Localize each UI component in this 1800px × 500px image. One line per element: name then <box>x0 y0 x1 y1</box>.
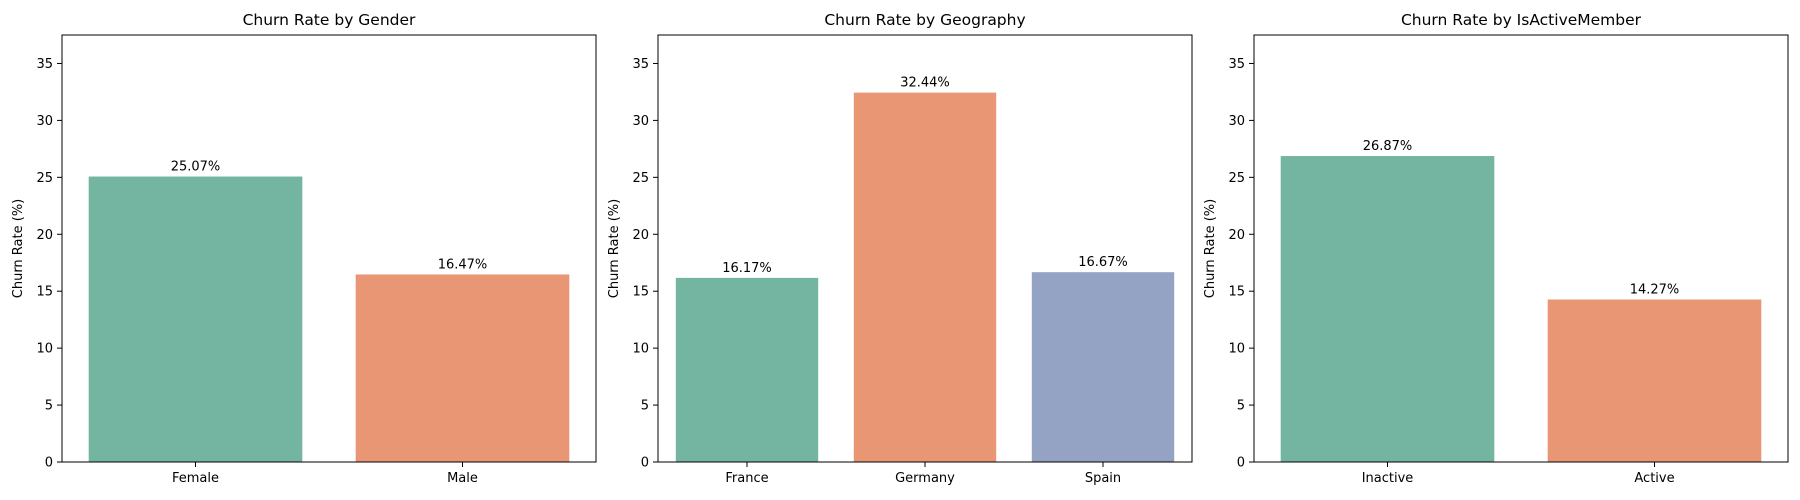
y-tick-label: 35 <box>1228 57 1245 72</box>
y-tick-label: 10 <box>1228 342 1245 357</box>
y-tick-label: 35 <box>632 57 649 72</box>
chart-panel-2: 16.17% 32.44% 16.67% 0 5 10 15 20 25 30 35 France Ge… <box>607 11 1193 486</box>
y-tick-label: 35 <box>36 57 53 72</box>
x-tick-label: Male <box>447 471 478 486</box>
bar-male <box>355 274 570 462</box>
x-tick-label: Active <box>1634 471 1674 486</box>
data-label: 16.47% <box>438 257 488 272</box>
y-tick-label: 5 <box>45 399 53 414</box>
y-tick-label: 20 <box>632 228 649 243</box>
y-axis-label: Churn Rate (%) <box>11 199 26 298</box>
y-tick-label: 5 <box>641 399 649 414</box>
y-tick-label: 20 <box>36 228 53 243</box>
data-label: 26.87% <box>1363 139 1413 154</box>
bar-active <box>1547 299 1762 462</box>
axes-frame <box>1253 34 1789 463</box>
y-tick-label: 10 <box>632 342 649 357</box>
y-tick-label: 15 <box>1228 285 1245 300</box>
y-tick-label: 15 <box>36 285 53 300</box>
chart-title: Churn Rate by Geography <box>824 11 1025 29</box>
y-axis-label: Churn Rate (%) <box>607 199 622 298</box>
data-label: 16.17% <box>722 261 772 276</box>
x-tick-label: Female <box>172 471 219 486</box>
data-label: 14.27% <box>1630 283 1680 298</box>
y-tick-label: 25 <box>36 171 53 186</box>
x-tick-label: Germany <box>895 471 955 486</box>
y-tick-label: 25 <box>632 171 649 186</box>
y-tick-label: 30 <box>36 114 53 129</box>
y-tick-label: 25 <box>1228 171 1245 186</box>
chart-title: Churn Rate by Gender <box>243 11 416 29</box>
bar-germany <box>853 92 997 463</box>
y-tick-label: 5 <box>1237 399 1245 414</box>
y-tick-label: 15 <box>632 285 649 300</box>
y-tick-label: 20 <box>1228 228 1245 243</box>
chart-panel-3: 26.87% 14.27% 0 5 10 15 20 25 30 35 Inactive Active… <box>1203 11 1789 486</box>
chart-title: Churn Rate by IsActiveMember <box>1401 11 1642 29</box>
y-tick-label: 0 <box>1237 456 1245 471</box>
y-tick-label: 10 <box>36 342 53 357</box>
data-label: 25.07% <box>171 160 221 175</box>
x-tick-label: France <box>725 471 768 486</box>
y-tick-label: 0 <box>45 456 53 471</box>
y-tick-label: 30 <box>632 114 649 129</box>
axes-frame <box>61 34 597 463</box>
data-label: 32.44% <box>900 76 950 91</box>
bar-spain <box>1031 272 1175 462</box>
y-tick-label: 30 <box>1228 114 1245 129</box>
y-tick-label: 0 <box>641 456 649 471</box>
x-tick-label: Spain <box>1085 471 1121 486</box>
x-tick-label: Inactive <box>1362 471 1414 486</box>
y-axis-label: Churn Rate (%) <box>1203 199 1218 298</box>
chart-panel-1: 25.07% 16.47% 0 5 10 15 20 25 30 35 Female Male Chur… <box>11 11 597 486</box>
data-label: 16.67% <box>1078 255 1128 270</box>
bar-inactive <box>1280 156 1495 463</box>
bar-female <box>88 176 303 463</box>
bar-france <box>675 277 819 462</box>
